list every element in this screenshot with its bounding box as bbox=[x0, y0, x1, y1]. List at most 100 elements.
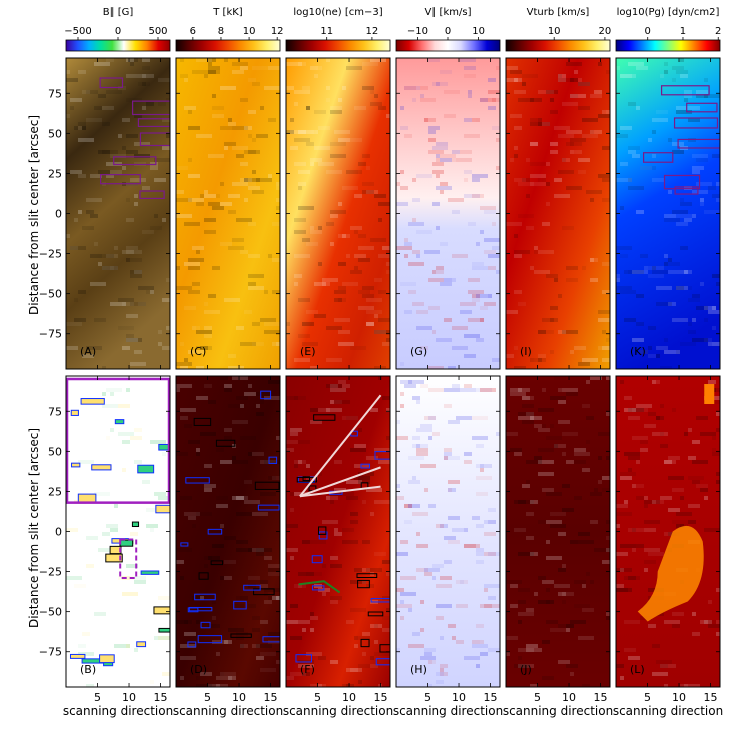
texture-cell bbox=[632, 436, 648, 440]
contour bbox=[131, 521, 140, 528]
texture-cell bbox=[130, 58, 138, 62]
texture-cell bbox=[412, 476, 416, 480]
texture-cell bbox=[176, 266, 180, 270]
green-path bbox=[298, 580, 341, 594]
texture-cell bbox=[232, 62, 248, 66]
texture-cell bbox=[176, 214, 192, 218]
texture-cell bbox=[404, 310, 412, 314]
texture-cell bbox=[542, 178, 546, 182]
texture-cell bbox=[176, 548, 192, 552]
texture-cell bbox=[306, 142, 314, 146]
texture-cell bbox=[582, 358, 598, 362]
contour bbox=[188, 606, 213, 612]
texture-cell bbox=[700, 488, 708, 492]
texture-cell bbox=[286, 548, 298, 552]
texture-cell bbox=[126, 334, 134, 338]
texture-cell bbox=[294, 464, 298, 468]
texture-cell bbox=[276, 186, 280, 190]
texture-cell bbox=[510, 392, 526, 396]
texture-cell bbox=[180, 416, 188, 420]
texture-cell bbox=[130, 532, 138, 536]
texture-cell bbox=[248, 548, 264, 552]
texture-cell bbox=[298, 572, 314, 576]
texture-cell bbox=[416, 310, 428, 314]
texture-cell bbox=[370, 656, 374, 660]
texture-cell bbox=[350, 448, 366, 452]
texture-cell bbox=[640, 440, 648, 444]
texture-cell bbox=[260, 652, 276, 656]
colorbar-tick-label: 6 bbox=[190, 26, 196, 37]
texture-cell bbox=[264, 322, 280, 326]
panel-image bbox=[286, 58, 390, 369]
texture-cell bbox=[652, 644, 660, 648]
texture-cell bbox=[616, 588, 628, 592]
texture-cell bbox=[232, 146, 248, 150]
texture-cell bbox=[248, 186, 260, 190]
texture-cell bbox=[126, 388, 130, 392]
texture-cell bbox=[330, 106, 342, 110]
texture-cell bbox=[526, 226, 534, 230]
texture-cell bbox=[298, 664, 314, 668]
texture-cell bbox=[346, 416, 358, 420]
texture-cell bbox=[134, 142, 150, 146]
texture-cell bbox=[400, 576, 416, 580]
texture-cell bbox=[212, 266, 220, 270]
texture-cell bbox=[424, 118, 436, 122]
texture-cell bbox=[334, 400, 350, 404]
texture-cell bbox=[484, 552, 496, 556]
colorbar-5: Vturb [km/s]10 20 bbox=[505, 7, 611, 52]
texture-cell bbox=[420, 98, 436, 102]
texture-cell bbox=[672, 520, 688, 524]
texture-cell bbox=[664, 338, 668, 342]
texture-cell bbox=[94, 106, 102, 110]
texture-cell bbox=[252, 616, 260, 620]
texture-cell bbox=[480, 468, 484, 472]
texture-cell bbox=[696, 90, 708, 94]
texture-cell bbox=[408, 222, 424, 226]
texture-cell bbox=[224, 436, 232, 440]
texture-cell bbox=[298, 460, 302, 464]
texture-cell bbox=[342, 186, 358, 190]
texture-cell bbox=[126, 246, 138, 250]
texture-cell bbox=[676, 222, 688, 226]
texture-cell bbox=[452, 384, 460, 388]
texture-cell bbox=[452, 528, 464, 532]
texture-cell bbox=[444, 456, 448, 460]
texture-cell bbox=[484, 532, 496, 536]
colorbar-tick-label: 0 bbox=[645, 26, 651, 37]
texture-cell bbox=[518, 648, 534, 652]
texture-cell bbox=[358, 428, 362, 432]
slit-line bbox=[299, 466, 381, 498]
texture-cell bbox=[302, 322, 314, 326]
texture-cell bbox=[628, 416, 640, 420]
texture-cell bbox=[350, 512, 358, 516]
texture-cell bbox=[428, 278, 444, 282]
texture-cell bbox=[440, 190, 444, 194]
texture-cell bbox=[220, 182, 224, 186]
texture-cell bbox=[530, 416, 542, 420]
texture-cell bbox=[126, 134, 138, 138]
texture-cell bbox=[74, 218, 78, 222]
texture-cell bbox=[78, 122, 86, 126]
texture-cell bbox=[184, 106, 196, 110]
texture-cell bbox=[330, 564, 342, 568]
texture-cell bbox=[668, 508, 680, 512]
texture-cell bbox=[712, 306, 716, 310]
texture-cell bbox=[582, 404, 590, 408]
texture-cell bbox=[562, 158, 566, 162]
texture-cell bbox=[590, 376, 602, 380]
contour bbox=[158, 627, 170, 633]
panel-D bbox=[176, 376, 280, 687]
contour bbox=[180, 542, 189, 547]
texture-cell bbox=[236, 512, 252, 516]
texture-cell bbox=[590, 520, 598, 524]
texture-cell bbox=[602, 560, 610, 564]
texture-cell bbox=[506, 652, 510, 656]
texture-cell bbox=[322, 564, 326, 568]
panel-K bbox=[616, 58, 720, 369]
texture-cell bbox=[240, 436, 256, 440]
texture-cell bbox=[78, 138, 94, 142]
texture-cell bbox=[558, 294, 562, 298]
texture-cell bbox=[444, 452, 452, 456]
